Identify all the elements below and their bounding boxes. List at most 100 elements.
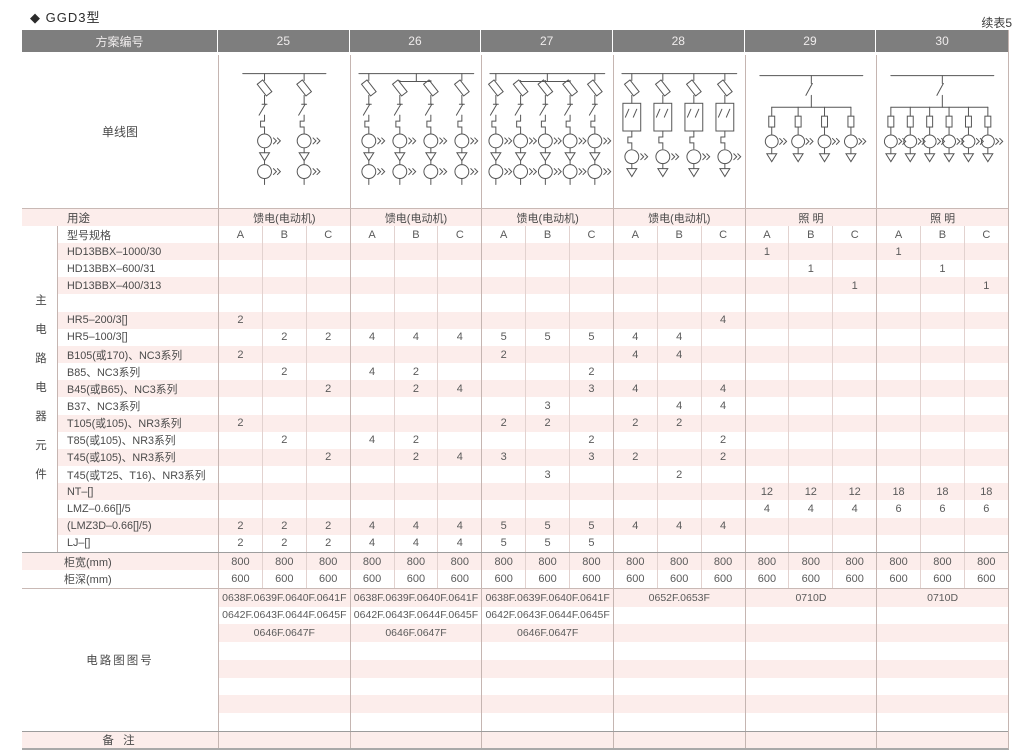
quantity-cell xyxy=(832,311,876,329)
quantity-cell xyxy=(656,311,701,329)
circuit-number-cell xyxy=(612,677,745,696)
dimension-cell: 800 xyxy=(700,552,745,571)
quantity-cell xyxy=(349,500,394,518)
continuation-note: 续表5 xyxy=(981,16,1012,30)
quantity-cell: 4 xyxy=(700,311,745,329)
quantity-cell xyxy=(963,294,1008,312)
quantity-cell: 5 xyxy=(569,328,613,346)
single-line-diagram-25 xyxy=(218,55,350,208)
quantity-cell xyxy=(744,277,789,295)
quantity-cell xyxy=(305,243,350,261)
circuit-number-cell: 0642F.0643F.0644F.0645F xyxy=(349,606,482,625)
circuit-number-cell xyxy=(612,695,745,714)
quantity-cell xyxy=(261,294,306,312)
quantity-cell xyxy=(612,534,657,552)
quantity-cell xyxy=(744,363,789,381)
usage-value: 馈电(电动机) xyxy=(218,209,350,226)
quantity-cell: 1 xyxy=(920,260,964,278)
quantity-cell: 4 xyxy=(612,380,657,398)
subcol-header: C xyxy=(305,226,350,243)
quantity-cell xyxy=(393,260,438,278)
quantity-cell: 18 xyxy=(876,483,920,501)
component-label: B37、NC3系列 xyxy=(67,400,141,413)
subcol-header: B xyxy=(788,226,832,243)
quantity-cell xyxy=(656,483,701,501)
subcol-header: A xyxy=(218,226,262,243)
circuit-number-cell: 0642F.0643F.0644F.0645F xyxy=(218,606,350,625)
quantity-cell xyxy=(437,243,481,261)
dimension-cell: 800 xyxy=(305,552,350,571)
dimension-cell: 800 xyxy=(963,552,1008,571)
quantity-cell: 2 xyxy=(393,363,438,381)
quantity-cell xyxy=(261,260,306,278)
quantity-cell xyxy=(481,500,525,518)
quantity-cell xyxy=(305,466,350,484)
circuit-number-cell xyxy=(876,642,1008,660)
quantity-cell xyxy=(832,380,876,398)
component-row: B85、NC3系列 2 4 2 2 xyxy=(22,363,1008,381)
side-label-char: 器 xyxy=(35,411,47,423)
quantity-cell xyxy=(788,448,832,467)
quantity-cell xyxy=(261,466,306,484)
quantity-cell: 3 xyxy=(525,397,569,415)
quantity-cell: 4 xyxy=(612,345,657,364)
quantity-cell xyxy=(963,466,1008,484)
component-row: NT–[] 12 12 12 18 18 18 xyxy=(22,483,1008,501)
quantity-cell xyxy=(261,277,306,295)
header-scheme-25: 25 xyxy=(218,30,350,52)
main-circuit-components-vertical-label: 主电路电器元件 xyxy=(30,292,52,482)
component-row: T85(或105)、NR3系列 2 4 2 2 2 xyxy=(22,431,1008,449)
quantity-cell xyxy=(525,243,569,261)
quantity-cell xyxy=(437,345,481,364)
quantity-cell: 4 xyxy=(700,517,745,535)
quantity-cell xyxy=(612,294,657,312)
page-title: ◆ GGD3型 xyxy=(30,10,101,25)
quantity-cell xyxy=(305,345,350,364)
quantity-cell: 4 xyxy=(788,500,832,518)
quantity-cell xyxy=(963,397,1008,415)
quantity-cell: 2 xyxy=(261,517,306,535)
quantity-cell xyxy=(700,534,745,552)
quantity-cell xyxy=(525,448,569,467)
quantity-cell: 4 xyxy=(437,534,481,552)
quantity-cell xyxy=(920,328,964,346)
component-label: NT–[] xyxy=(67,485,94,498)
circuit-number-cell xyxy=(481,677,613,696)
quantity-cell xyxy=(612,431,657,449)
quantity-cell: 4 xyxy=(349,534,394,552)
dimension-cell: 800 xyxy=(656,552,701,571)
quantity-cell xyxy=(305,260,350,278)
spec-table: 方案编号 25 26 27 28 29 30 单线图 用途 馈电(电动机) 馈电… xyxy=(22,30,1009,750)
dimension-cell: 800 xyxy=(481,552,525,571)
table-header-row: 方案编号 25 26 27 28 29 30 xyxy=(22,30,1008,52)
quantity-cell xyxy=(349,243,394,261)
quantity-cell xyxy=(481,294,525,312)
circuit-number-cell: 0638F.0639F.0640F.0641F xyxy=(481,588,613,607)
quantity-cell xyxy=(876,328,920,346)
quantity-cell xyxy=(393,243,438,261)
circuit-number-cell xyxy=(744,624,877,643)
cabinet-row: 柜宽(mm) 800 800 800 800 800 800 800 800 800 800 800 8… xyxy=(22,552,1008,571)
dimension-cell: 800 xyxy=(393,552,438,571)
quantity-cell xyxy=(744,534,789,552)
circuit-number-cell: 0646F.0647F xyxy=(349,624,482,643)
quantity-cell xyxy=(876,397,920,415)
dimension-cell: 800 xyxy=(832,552,876,571)
quantity-cell: 4 xyxy=(656,397,701,415)
quantity-cell xyxy=(920,311,964,329)
quantity-cell xyxy=(963,243,1008,261)
quantity-cell xyxy=(349,466,394,484)
component-label: HD13BBX–1000/30 xyxy=(67,245,162,258)
dimension-cell: 800 xyxy=(744,552,789,571)
circuit-number-cell: 0642F.0643F.0644F.0645F xyxy=(481,606,613,625)
quantity-cell: 4 xyxy=(393,517,438,535)
quantity-cell: 5 xyxy=(525,534,569,552)
circuit-number-cell xyxy=(218,677,350,696)
quantity-cell xyxy=(744,414,789,432)
circuit-number-cell: 0646F.0647F xyxy=(218,624,350,643)
quantity-cell xyxy=(963,380,1008,398)
quantity-cell xyxy=(963,363,1008,381)
quantity-cell xyxy=(349,294,394,312)
quantity-cell: 2 xyxy=(656,414,701,432)
dimension-cell: 600 xyxy=(569,570,613,588)
